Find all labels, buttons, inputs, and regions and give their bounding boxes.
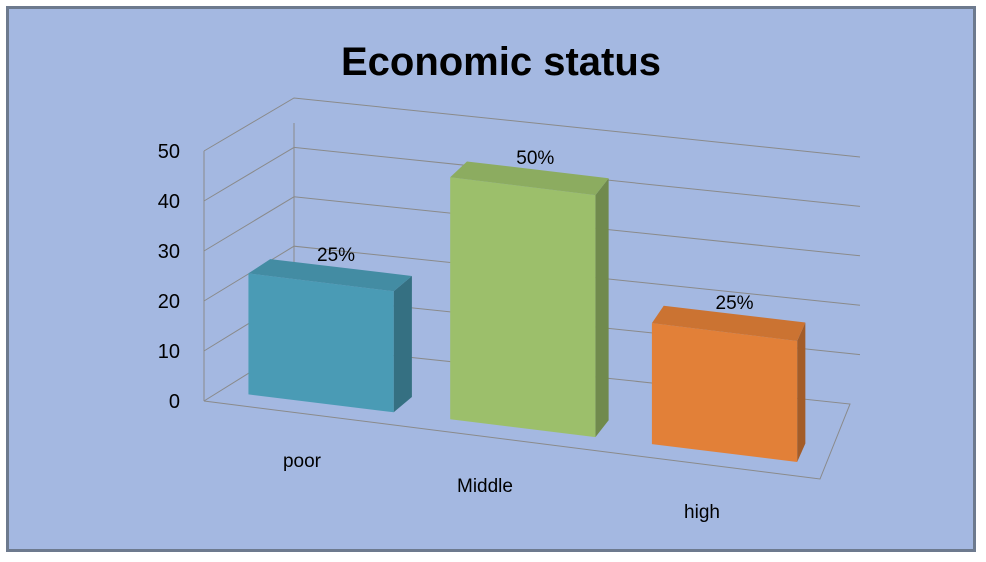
bar: [651, 305, 806, 463]
bar-top: [651, 305, 806, 342]
bar: [450, 161, 609, 438]
y-tick-label: 40: [158, 191, 180, 213]
bar-top: [248, 259, 412, 292]
chart-title: Economic status: [341, 40, 661, 84]
category-label: Middle: [457, 476, 513, 497]
bar-side: [595, 178, 609, 438]
bar-front: [248, 273, 394, 413]
gridline: [203, 146, 861, 207]
y-tick-label: 20: [158, 291, 180, 313]
y-tick-label: 50: [158, 141, 180, 163]
gridline: [203, 245, 861, 306]
data-label: 50%: [516, 148, 554, 169]
y-tick-label: 10: [158, 341, 180, 363]
data-label: 25%: [317, 245, 355, 266]
category-label: poor: [283, 451, 322, 472]
bar-top: [450, 161, 609, 196]
y-tick-label: 30: [158, 241, 180, 263]
bars: [248, 161, 806, 463]
bar-side: [393, 275, 412, 413]
data-label: 25%: [716, 293, 754, 314]
gridline: [203, 196, 861, 257]
bar-side: [797, 322, 806, 463]
gridline: [203, 97, 861, 158]
y-tick-label: 0: [169, 391, 180, 413]
bar: [248, 259, 412, 413]
category-label: high: [684, 502, 720, 523]
labels: 0 10 20 30 40 50 25% poor 50% Middle 25% high: [158, 141, 754, 523]
bar-front: [651, 323, 798, 463]
bar-front: [450, 177, 596, 438]
